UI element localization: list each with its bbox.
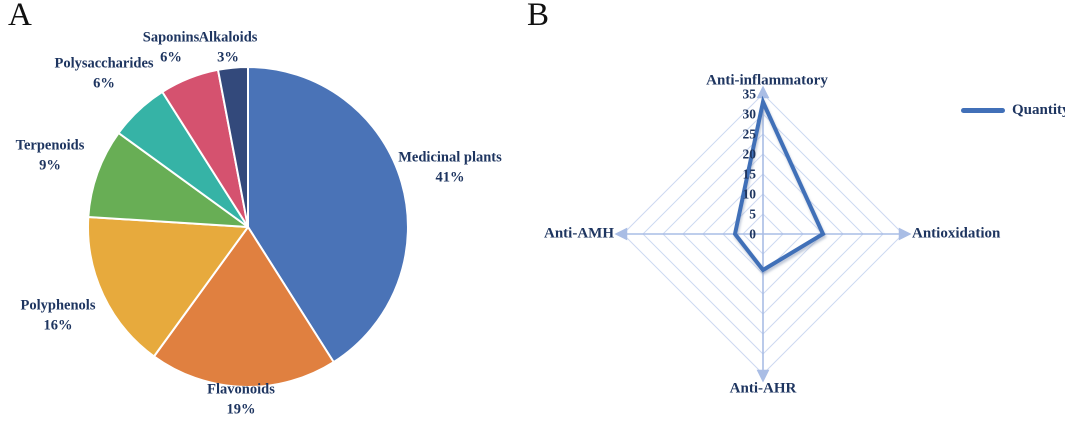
legend-line-swatch <box>961 108 1005 113</box>
legend-label: Quantity <box>1012 102 1065 118</box>
radar-chart <box>614 85 912 383</box>
pie-slice-polyphenols <box>86 216 249 358</box>
panel-b-letter: B <box>527 0 550 33</box>
panel-a-letter: A <box>8 0 32 33</box>
radar-legend: Quantity <box>961 103 1065 118</box>
radar-series-quantity <box>732 95 826 273</box>
pie-slice-flavonoids <box>153 226 335 388</box>
pie-chart <box>86 65 409 388</box>
pie-slice-terpenoids <box>87 132 249 228</box>
pie-slice-alkaloids <box>217 65 249 228</box>
